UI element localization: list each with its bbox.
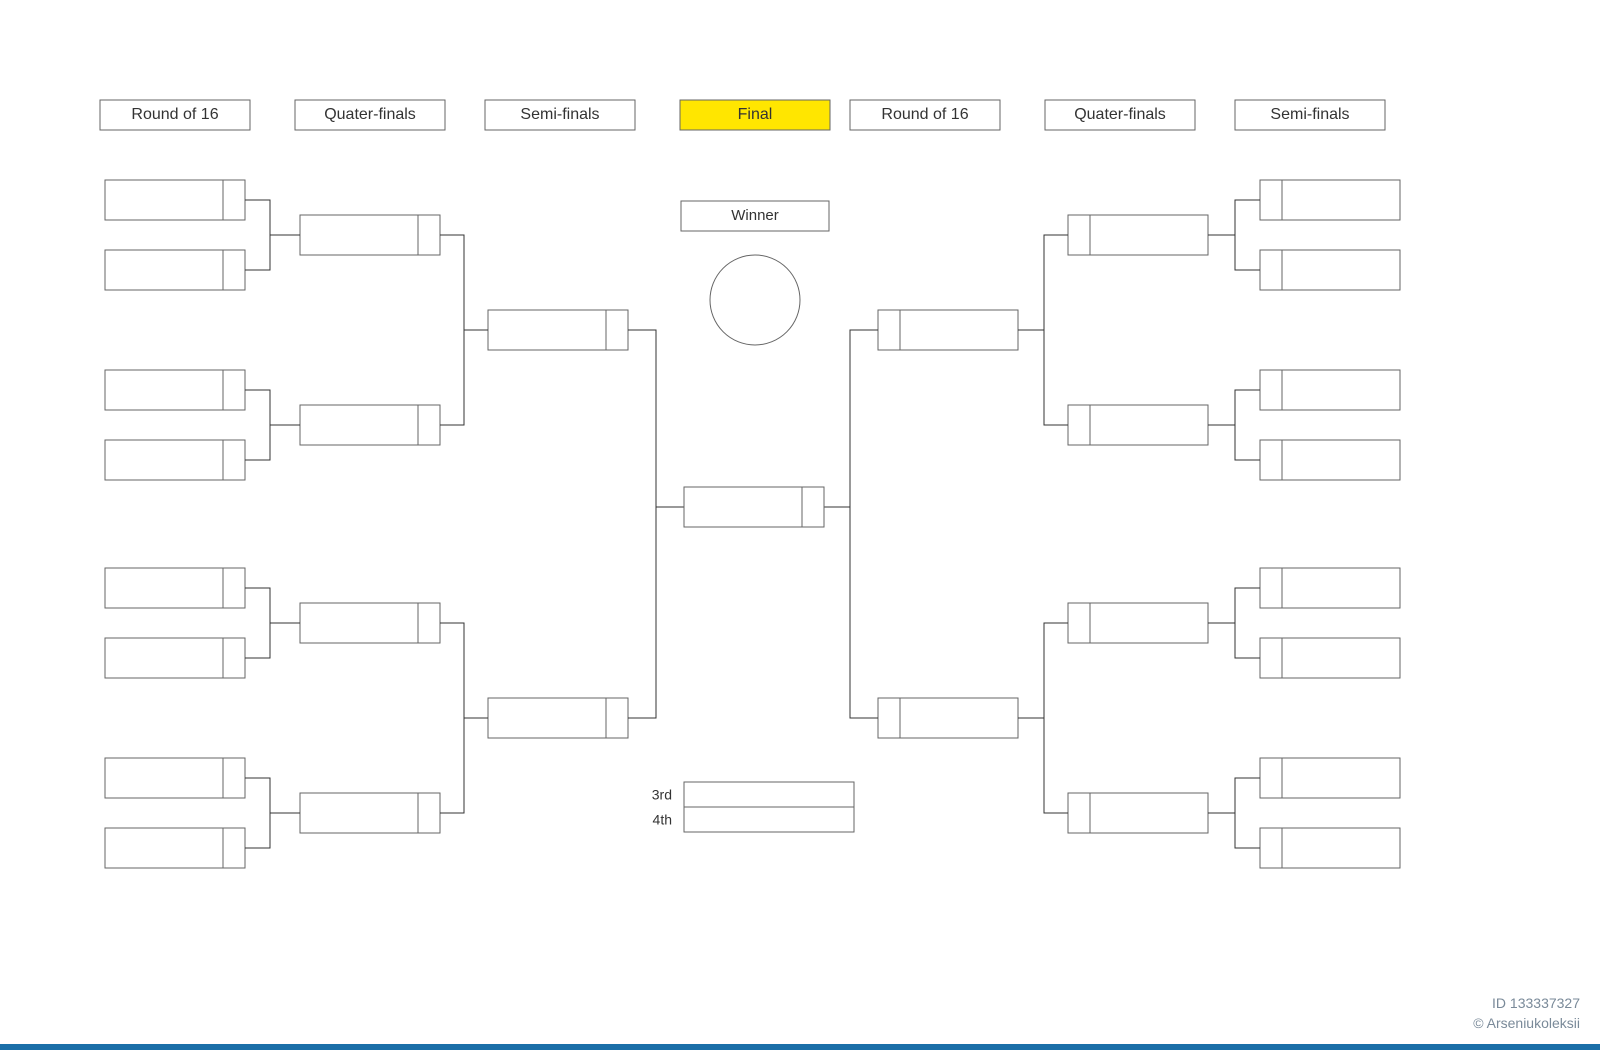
bracket-slot: [1260, 758, 1400, 798]
bracket-slot: [300, 215, 440, 255]
bracket-connector: [850, 330, 878, 718]
bracket-connector: [1235, 588, 1260, 658]
bracket-slot: [105, 568, 245, 608]
bracket-slot: [105, 758, 245, 798]
bracket-slot: [300, 793, 440, 833]
round-header-label: Semi-finals: [520, 106, 599, 123]
bracket-slot: [488, 698, 628, 738]
winner-label: Winner: [731, 207, 779, 224]
bracket-connector: [1044, 623, 1068, 813]
bracket-slot: [1260, 250, 1400, 290]
bracket-slot: [684, 487, 824, 527]
attribution-author: © Arseniukoleksii: [1473, 1015, 1580, 1031]
bracket-slot: [105, 180, 245, 220]
attribution-id: ID 133337327: [1492, 995, 1580, 1011]
bracket-connector: [440, 235, 464, 425]
bracket-slot: [878, 310, 1018, 350]
bracket-connector: [1235, 778, 1260, 848]
bracket-diagram: Round of 16 Quater-finals Semi-finals Final…: [0, 0, 1600, 1050]
bracket-slot: [300, 603, 440, 643]
round-header-label: Round of 16: [881, 106, 968, 123]
bracket-slot: [1260, 370, 1400, 410]
round-header-label: Semi-finals: [1270, 106, 1349, 123]
bracket-connector: [245, 778, 270, 848]
bracket-slot: [1260, 180, 1400, 220]
bracket-slot: [105, 250, 245, 290]
round-header-label: Round of 16: [131, 106, 218, 123]
round-header-label: Final: [738, 106, 773, 123]
bracket-connector: [1235, 390, 1260, 460]
bracket-slot: [1068, 215, 1208, 255]
bracket-connector: [1235, 200, 1260, 270]
bracket-slot: [105, 370, 245, 410]
round-header-label: Quater-finals: [324, 106, 416, 123]
bracket-slot: [1260, 440, 1400, 480]
bracket-slot: [105, 828, 245, 868]
bracket-connector: [245, 200, 270, 270]
footer-bar: [0, 1044, 1600, 1050]
bracket-connector: [1044, 235, 1068, 425]
bracket-slot: [105, 440, 245, 480]
bracket-slot: [1068, 405, 1208, 445]
bracket-slot: [488, 310, 628, 350]
bracket-connector: [440, 623, 464, 813]
bracket-slot: [105, 638, 245, 678]
bracket-connector: [628, 330, 656, 718]
bracket-slot: [1068, 793, 1208, 833]
bracket-slot: [300, 405, 440, 445]
bracket-slot: [1260, 828, 1400, 868]
bracket-slot: [878, 698, 1018, 738]
bracket-slot: [1260, 568, 1400, 608]
bracket-slot: [1260, 638, 1400, 678]
bracket-connector: [245, 588, 270, 658]
third-label: 3rd: [652, 787, 672, 803]
bracket-slot: [1068, 603, 1208, 643]
round-header-label: Quater-finals: [1074, 106, 1166, 123]
fourth-label: 4th: [653, 812, 672, 828]
bracket-connector: [245, 390, 270, 460]
winner-circle: [710, 255, 800, 345]
